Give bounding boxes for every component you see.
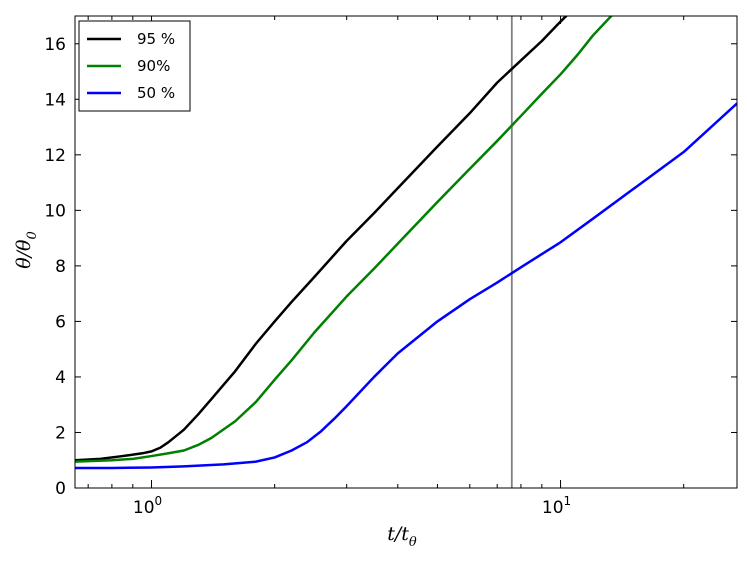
y-tick-label: 12 [44, 146, 66, 166]
series-line-1 [75, 16, 568, 462]
legend-label: 95 % [137, 30, 175, 48]
y-axis-label-main: θ/θ [13, 239, 35, 269]
y-tick-label: 4 [55, 368, 66, 388]
legend-label: 90% [137, 57, 170, 75]
x-tick-label: 100 [133, 494, 162, 518]
y-axis-label: θ/θ0 [13, 231, 40, 269]
y-tick-label: 2 [55, 423, 66, 443]
plot-frame [74, 15, 738, 489]
y-tick-label: 16 [44, 35, 66, 55]
x-axis-label: t/tθ [387, 523, 417, 550]
x-axis-label-main: t/t [387, 523, 409, 545]
y-tick-label: 8 [55, 257, 66, 277]
series-line-3 [75, 102, 737, 470]
legend-label: 50 % [137, 84, 175, 102]
y-tick-label: 0 [55, 479, 66, 499]
plot-layer [75, 16, 737, 488]
y-axis-label-sub: 0 [25, 231, 40, 239]
x-tick-label: 101 [542, 494, 571, 518]
x-axis-label-sub: θ [409, 535, 417, 550]
y-tick-label: 10 [44, 201, 66, 221]
series-line-2 [75, 16, 613, 463]
y-tick-label: 14 [44, 90, 66, 110]
axis-layer: 0 2 4 6 8 10 12 14 16 100 101 [44, 15, 738, 518]
y-tick-label: 6 [55, 312, 66, 332]
legend: 95 % 90% 50 % [78, 20, 191, 112]
